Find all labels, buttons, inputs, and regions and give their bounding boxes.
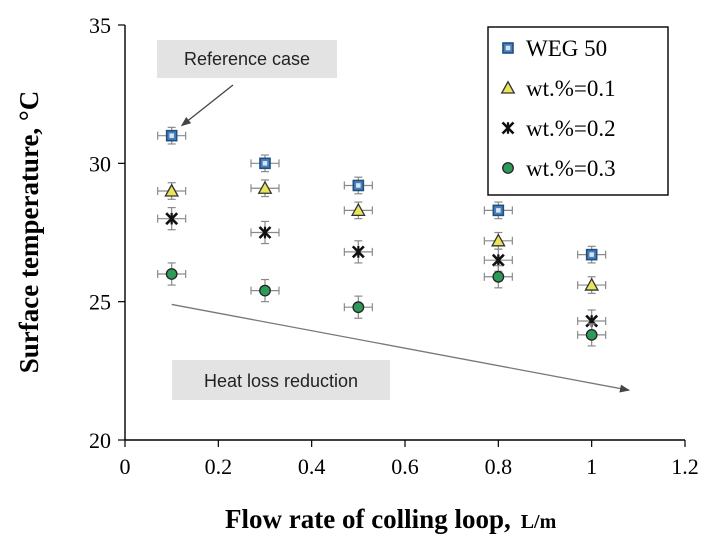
data-point	[157, 182, 187, 200]
series-3	[157, 207, 607, 333]
legend-entry: WEG 50	[502, 36, 607, 61]
square-marker	[492, 204, 505, 217]
data-point	[157, 207, 187, 231]
series-1	[157, 126, 607, 264]
x-tick-label: 0.8	[485, 454, 513, 479]
reference-case-label: Reference case	[184, 49, 310, 69]
square-marker	[585, 248, 598, 261]
reference-case-box	[157, 40, 337, 78]
legend-entry: wt.%=0.1	[500, 76, 616, 101]
asterisk-marker	[258, 226, 272, 239]
square-marker	[259, 157, 271, 170]
data-point	[157, 126, 187, 145]
x-tick-label: 0.4	[298, 454, 326, 479]
data-point	[483, 265, 513, 289]
triangle-marker	[164, 183, 180, 197]
asterisk-marker	[491, 253, 505, 267]
data-point	[250, 154, 280, 173]
data-point	[343, 176, 373, 195]
x-tick-label: 1	[586, 454, 597, 479]
legend-entry: wt.%=0.2	[501, 116, 616, 141]
data-point	[343, 201, 373, 220]
series-4	[157, 262, 607, 347]
data-point	[250, 220, 280, 245]
heat-loss-box	[172, 360, 390, 400]
circle-marker	[352, 301, 365, 314]
y-tick-label: 20	[89, 428, 111, 453]
data-point	[577, 323, 607, 347]
data-marks	[157, 126, 607, 347]
legend-label: WEG 50	[526, 36, 607, 61]
legend-asterisk-marker	[501, 121, 515, 135]
series-2	[157, 179, 607, 294]
legend-circle-marker	[502, 162, 514, 174]
x-axis-title: Flow rate of colling loop, L/m	[225, 504, 557, 534]
y-tick-label: 30	[89, 151, 111, 176]
triangle-marker	[257, 180, 273, 194]
circle-marker	[259, 284, 271, 297]
x-tick-label: 0	[120, 454, 131, 479]
x-tick-label: 0.2	[205, 454, 233, 479]
triangle-marker	[350, 202, 366, 217]
legend-square-marker	[502, 42, 514, 54]
data-point	[343, 295, 373, 319]
triangle-marker	[490, 233, 506, 247]
circle-marker	[165, 268, 178, 280]
circle-marker	[492, 270, 505, 283]
legend-label: wt.%=0.1	[526, 76, 616, 101]
y-tick-label: 35	[89, 13, 111, 38]
y-axis-title: Surface temperature, °C	[14, 91, 44, 373]
x-tick-label: 1.2	[671, 454, 699, 479]
legend-triangle-marker	[500, 80, 516, 94]
y-tick-label: 25	[89, 290, 111, 315]
data-point	[483, 201, 513, 220]
square-marker	[165, 129, 178, 142]
data-point	[577, 276, 607, 294]
axes: 0 0.2 0.4 0.6 0.8 1 1.2 20 25 30 35 Flow rate of co…	[14, 13, 699, 534]
circle-marker	[585, 328, 598, 341]
data-point	[250, 278, 280, 303]
annotations: Reference case Heat loss reduction	[157, 40, 630, 400]
heat-loss-label: Heat loss reduction	[204, 371, 358, 391]
triangle-marker	[584, 277, 600, 291]
x-axis-label: Flow rate of colling loop,	[225, 504, 511, 534]
x-axis-unit: L/m	[521, 511, 557, 533]
data-point	[577, 245, 607, 264]
data-point	[250, 179, 280, 198]
legend-label: wt.%=0.2	[526, 116, 616, 141]
square-marker	[352, 179, 365, 192]
data-point	[483, 231, 513, 250]
data-point	[343, 240, 373, 264]
legend-box	[487, 26, 669, 196]
asterisk-marker	[165, 212, 179, 226]
data-point	[483, 248, 513, 272]
asterisk-marker	[351, 245, 365, 259]
data-point	[157, 262, 187, 286]
reference-case-arrow	[180, 84, 234, 127]
data-point	[577, 309, 607, 333]
heat-loss-arrow	[171, 303, 630, 393]
legend-label: wt.%=0.3	[526, 156, 616, 181]
legend-entry: wt.%=0.3	[502, 156, 616, 181]
legend: WEG 50 wt.%=0.1 wt.%=0.2 wt.%=0.3	[487, 26, 669, 196]
x-tick-label: 0.6	[391, 454, 419, 479]
